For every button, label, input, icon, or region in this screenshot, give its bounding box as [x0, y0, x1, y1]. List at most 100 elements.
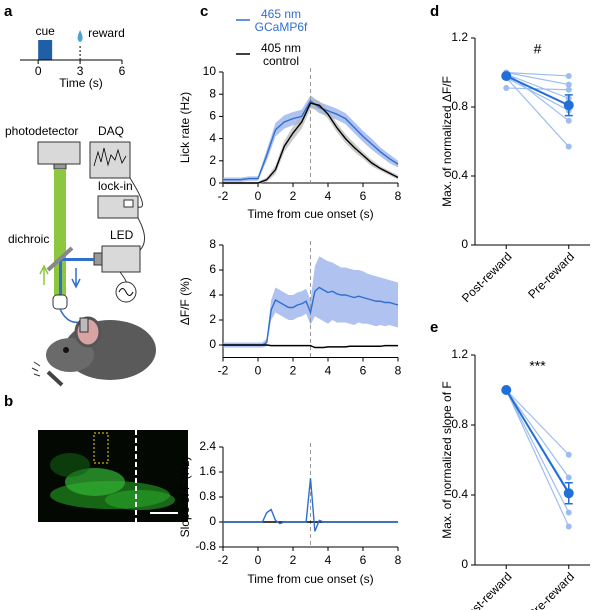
subject-point: [565, 72, 572, 79]
subject-line: [505, 77, 570, 111]
x-tick-label: Pre-reward: [525, 569, 577, 610]
blue-beam: [59, 258, 62, 296]
implant: [79, 317, 89, 333]
apparatus: photodetector DAQ lock-in LED dichroic: [5, 124, 156, 387]
y-tick-label: 0.8: [199, 489, 216, 503]
mean-point: [501, 385, 512, 395]
x-tick-label: 0: [255, 553, 262, 567]
y-tick-label: 0: [209, 514, 216, 528]
y-tick-label: 1.2: [451, 30, 468, 44]
fiber-track: [93, 432, 109, 464]
y-axis-label: Max. of normalized ΔF/F: [440, 76, 454, 207]
subject-line: [506, 73, 569, 99]
x-tick-label: 6: [360, 553, 367, 567]
y-tick-label: 0: [209, 337, 216, 351]
fiber-connector: [52, 294, 68, 310]
arrow: [71, 268, 81, 289]
y-axis-label: Lick rate (Hz): [178, 92, 192, 163]
x-tick-label: 0: [255, 189, 262, 203]
y-tick-label: 10: [203, 64, 217, 78]
mean-line: [505, 75, 570, 107]
x-tick-label: 6: [360, 364, 367, 378]
reward-drop: [77, 30, 83, 42]
y-tick-label: 4: [209, 287, 216, 301]
x-tick-label: 8: [395, 553, 402, 567]
subject-point: [503, 85, 510, 92]
subject-point: [565, 451, 572, 458]
daq-trace: [93, 147, 127, 167]
fluorescence: [105, 490, 175, 510]
error-band: [223, 256, 398, 348]
timeline-xlabel: Time (s): [59, 76, 103, 90]
x-tick-label: 8: [395, 189, 402, 203]
x-axis-label: Time from cue onset (s): [247, 572, 373, 586]
panel-letter: a: [4, 3, 13, 20]
y-tick-label: 1.2: [451, 347, 468, 361]
series-line: [223, 102, 399, 184]
y-axis-label: Max. of normalized slope of F: [440, 381, 454, 538]
subject-line: [505, 389, 570, 513]
label: DAQ: [98, 124, 124, 138]
lick-marks: [31, 361, 41, 377]
y-tick-label: 2: [209, 153, 216, 167]
tick-label: 3: [77, 64, 84, 78]
legend-entry: 405 nm control: [260, 41, 302, 68]
series-line: [223, 478, 398, 532]
led-box: [101, 245, 141, 273]
subject-point: [565, 474, 572, 481]
tick-label: 6: [119, 64, 126, 78]
panel-letter: d: [430, 3, 439, 20]
label: LED: [110, 228, 134, 242]
x-tick-label: 4: [325, 364, 332, 378]
subject-line: [506, 71, 569, 77]
legend-entry: 465 nm GCaMP6f: [254, 7, 308, 34]
subject-point: [565, 86, 572, 93]
y-tick-label: -0.8: [195, 539, 216, 553]
significance: #: [534, 41, 542, 57]
y-tick-label: 4: [209, 131, 216, 145]
reward-label: reward: [88, 26, 125, 40]
mouse-head: [46, 338, 94, 372]
error-band: [223, 95, 398, 182]
subject-line: [506, 71, 569, 86]
y-tick-label: 6: [209, 262, 216, 276]
x-tick-label: 2: [290, 553, 297, 567]
subject-line: [505, 77, 570, 148]
y-tick-label: 0.4: [451, 487, 468, 501]
y-tick-label: 8: [209, 86, 216, 100]
y-tick-label: 2.4: [199, 439, 216, 453]
series-line: [223, 99, 399, 181]
label: dichroic: [8, 232, 49, 246]
x-tick-label: 4: [325, 553, 332, 567]
subject-point: [565, 81, 572, 88]
mean-point: [501, 70, 512, 81]
panel-letter: b: [4, 393, 13, 410]
y-axis-label: ΔF/F (%): [178, 277, 192, 325]
y-tick-label: 6: [209, 109, 216, 123]
y-tick-label: 0: [461, 557, 468, 571]
cue-label: cue: [35, 24, 55, 38]
y-axis-label: Slope of F (Hz): [178, 457, 192, 538]
arrow: [39, 264, 49, 285]
x-tick-label: -2: [218, 189, 229, 203]
panel-letter: e: [430, 319, 438, 336]
x-tick-label: 2: [290, 189, 297, 203]
x-tick-label: Post-reward: [459, 569, 515, 610]
photodetector-box: [37, 141, 81, 165]
subject-point: [565, 523, 572, 530]
x-tick-label: 2: [290, 364, 297, 378]
x-tick-label: -2: [218, 364, 229, 378]
x-tick-label: 0: [255, 364, 262, 378]
x-tick-label: 4: [325, 189, 332, 203]
x-tick-label: 6: [360, 189, 367, 203]
subject-line: [505, 389, 570, 527]
x-tick-label: -2: [218, 553, 229, 567]
subject-point: [565, 509, 572, 516]
fluorescence: [50, 453, 90, 477]
subject-line: [506, 87, 569, 91]
mouse-eye: [63, 347, 69, 353]
y-tick-label: 0: [209, 175, 216, 189]
y-tick-label: 2: [209, 312, 216, 326]
